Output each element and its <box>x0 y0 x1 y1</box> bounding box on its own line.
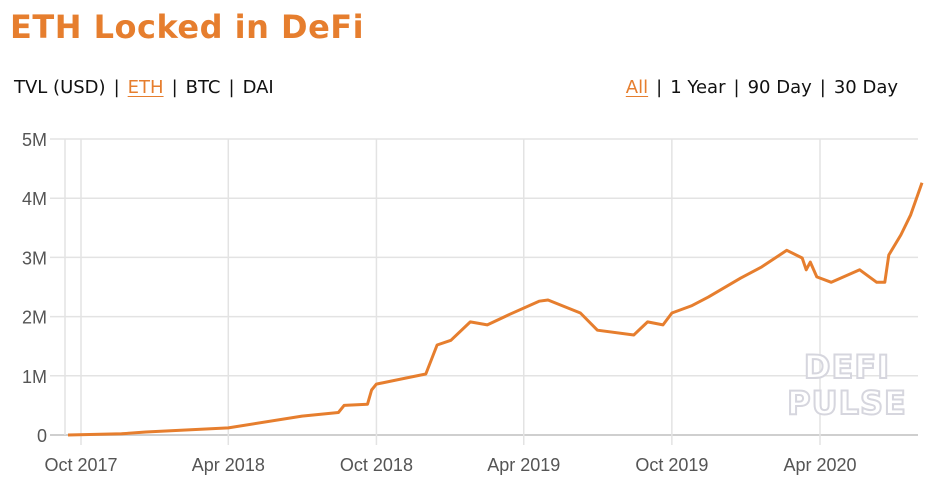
gridlines <box>50 138 918 445</box>
toggle-tvl-usd[interactable]: TVL (USD) <box>14 77 106 98</box>
range-1-year[interactable]: 1 Year <box>670 77 726 98</box>
range-90-day[interactable]: 90 Day <box>747 77 812 98</box>
denomination-toggle: TVL (USD) | ETH | BTC | DAI <box>14 77 274 98</box>
watermark-logo: DEFI PULSE <box>786 347 907 423</box>
toggle-btc[interactable]: BTC <box>185 77 221 98</box>
y-tick-label: 3M <box>22 248 47 268</box>
range-all[interactable]: All <box>625 77 649 98</box>
page-title: ETH Locked in DeFi <box>10 8 365 46</box>
toggle-eth[interactable]: ETH <box>127 77 164 98</box>
x-tick-label: Oct 2019 <box>635 455 708 475</box>
y-tick-label: 4M <box>22 189 47 209</box>
separator: | <box>656 77 663 98</box>
x-tick-label: Apr 2020 <box>783 455 856 475</box>
y-tick-label: 5M <box>22 130 47 150</box>
y-tick-label: 1M <box>22 367 47 387</box>
eth-locked-line <box>67 182 924 437</box>
y-tick-label: 2M <box>22 308 47 328</box>
x-tick-label: Apr 2018 <box>192 455 265 475</box>
x-tick-label: Apr 2019 <box>487 455 560 475</box>
separator: | <box>171 77 178 98</box>
separator: | <box>819 77 826 98</box>
x-axis: Oct 2017 Apr 2018 Oct 2018 Apr 2019 Oct 2019… <box>44 455 856 475</box>
range-toggle: All | 1 Year | 90 Day | 30 Day <box>626 77 898 98</box>
x-tick-label: Oct 2017 <box>44 455 117 475</box>
y-tick-label: 0 <box>37 426 47 446</box>
toggle-dai[interactable]: DAI <box>242 77 274 98</box>
separator: | <box>113 77 120 98</box>
y-axis: 0 1M 2M 3M 4M 5M <box>22 130 47 446</box>
separator: | <box>733 77 740 98</box>
x-tick-label: Oct 2018 <box>340 455 413 475</box>
range-30-day[interactable]: 30 Day <box>833 77 898 98</box>
separator: | <box>228 77 235 98</box>
watermark-line1: DEFI <box>804 348 890 386</box>
watermark-line2: PULSE <box>787 384 907 422</box>
